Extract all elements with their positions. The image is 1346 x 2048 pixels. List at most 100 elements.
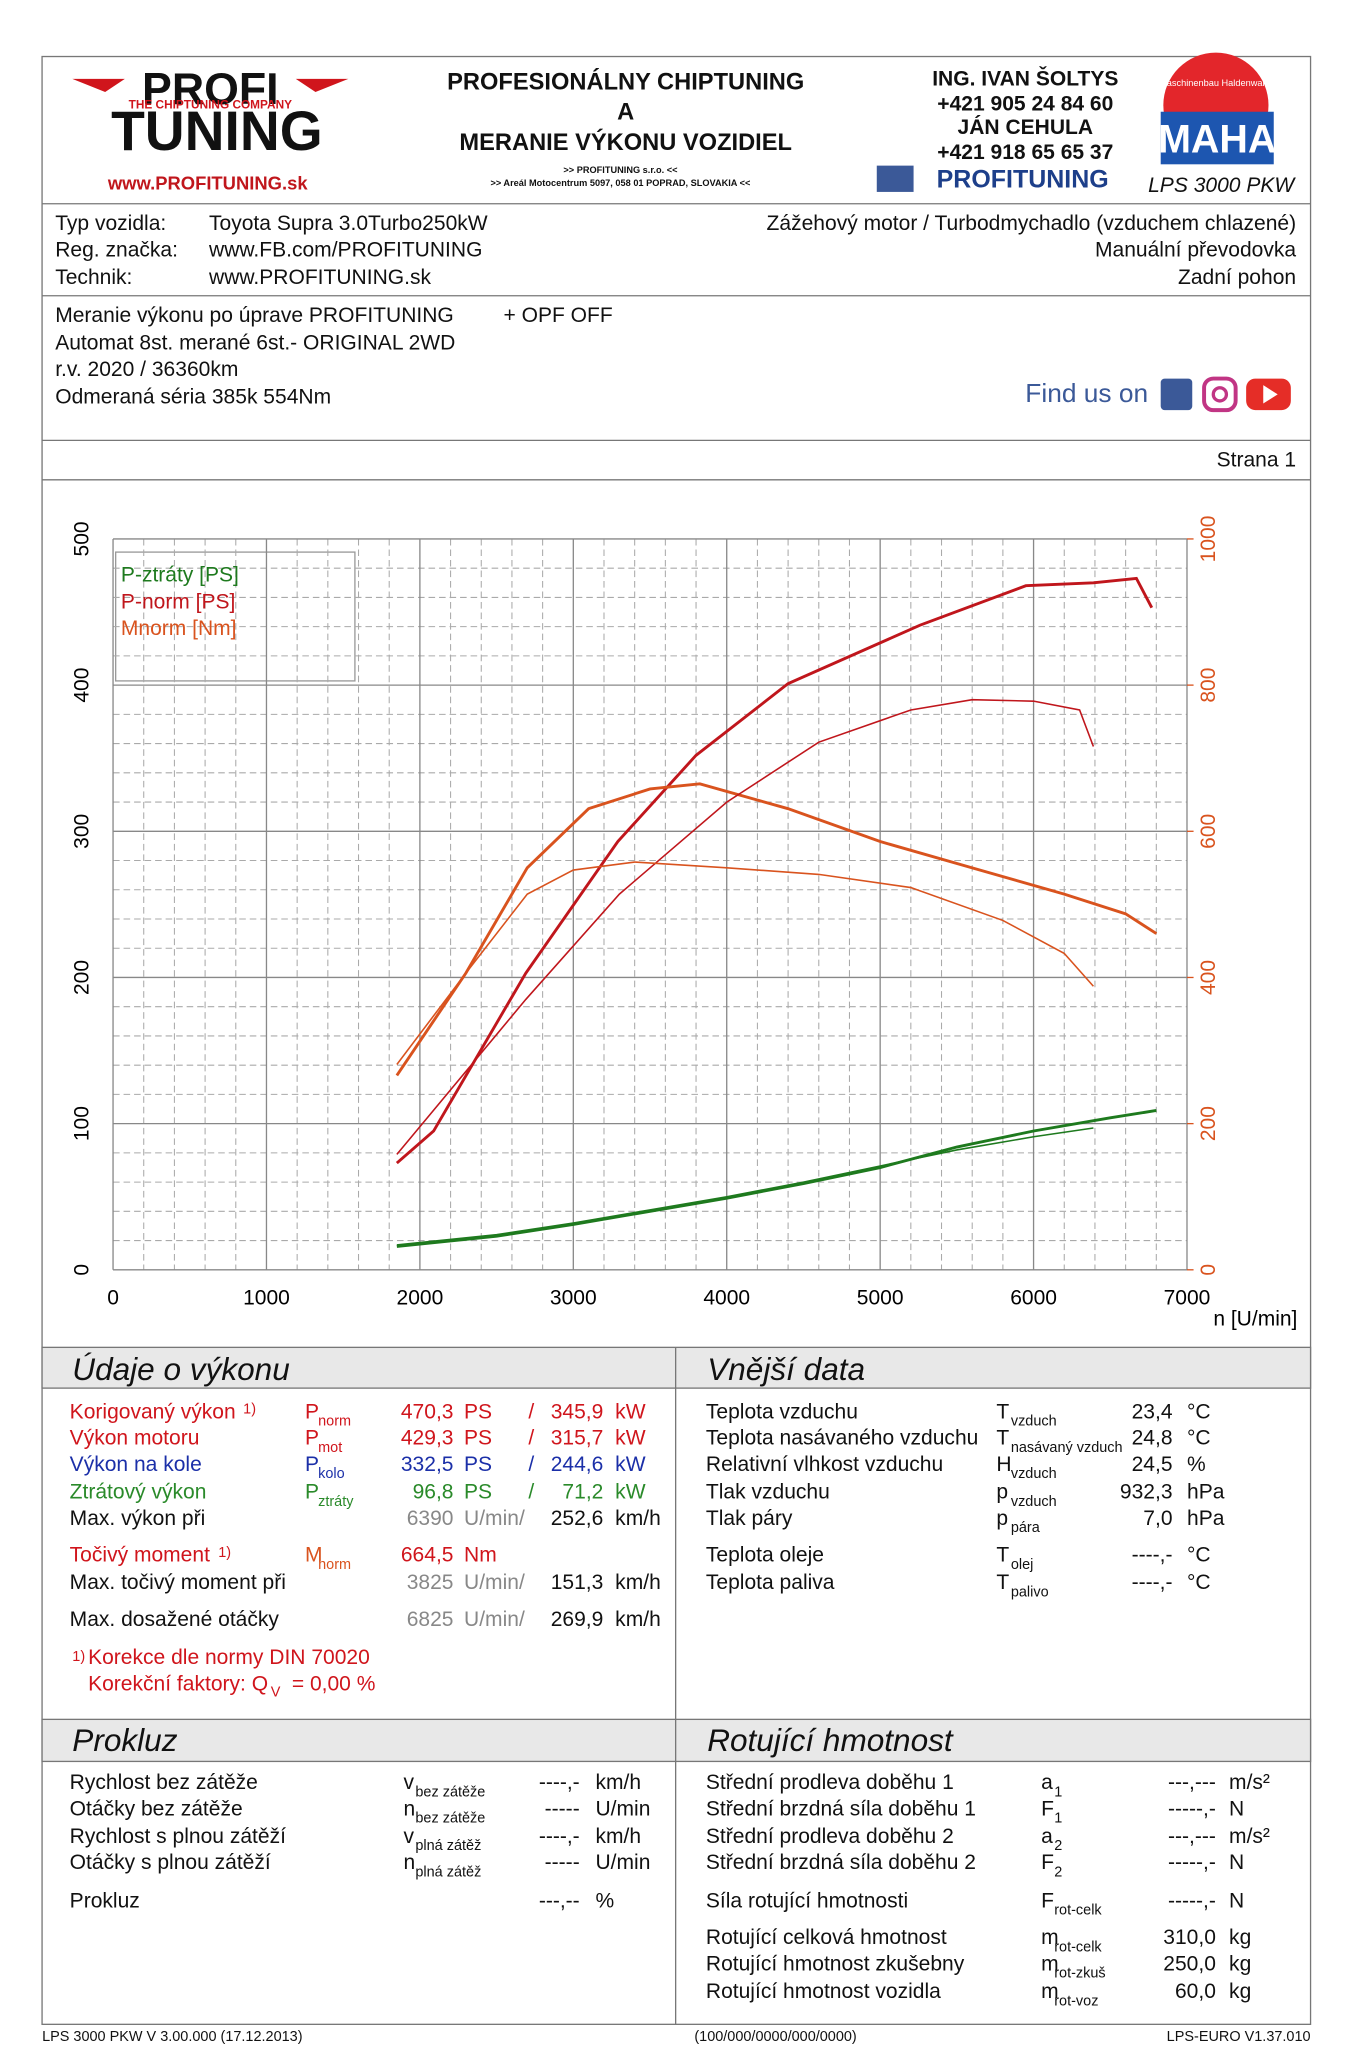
- unit: km/h: [595, 1771, 642, 1795]
- x-tick-label: 0: [107, 1286, 119, 1309]
- vehicle-value: www.FB.com/PROFITUNING: [209, 239, 483, 262]
- unit: km/h: [615, 1608, 661, 1632]
- value: 932,3: [1119, 1481, 1173, 1504]
- unit: °C: [1186, 1572, 1211, 1595]
- logo-text: TUNING: [111, 99, 323, 162]
- symbol: p: [996, 1507, 1009, 1531]
- symbol-sub: kolo: [318, 1466, 345, 1483]
- contact: +421 905 24 84 60: [937, 92, 1114, 116]
- company: >> PROFITUNING s.r.o. <<: [563, 166, 678, 176]
- header-title: A: [617, 98, 635, 125]
- value: 71,2: [562, 1481, 604, 1504]
- vehicle-spec: Manuální převodovka: [1094, 239, 1297, 262]
- series-line: [396, 1127, 1094, 1246]
- unit: U/min: [595, 1852, 651, 1875]
- vehicle-value: www.PROFITUNING.sk: [209, 266, 432, 289]
- symbol: T: [996, 1401, 1010, 1424]
- x-tick-label: 1000: [243, 1286, 290, 1309]
- y2-tick-label: 1000: [1197, 516, 1220, 563]
- series-line: [396, 861, 1094, 1065]
- maha-logo: MAHA: [1158, 118, 1277, 162]
- unit: N: [1229, 1798, 1245, 1821]
- unit: hPa: [1186, 1507, 1225, 1531]
- maha-block: [1160, 111, 1274, 165]
- y-tick-label: 200: [70, 960, 93, 995]
- symbol-sub: 1: [1054, 1810, 1063, 1827]
- row-label: Tlak vzduchu: [705, 1481, 830, 1504]
- legend-entry: P-ztráty [PS]: [121, 563, 239, 586]
- value: 24,5: [1131, 1453, 1173, 1477]
- series-line: [396, 698, 1095, 1155]
- unit: kW: [615, 1427, 646, 1450]
- series-line: [396, 1109, 1157, 1248]
- unit: hPa: [1186, 1481, 1225, 1504]
- footnote-ref: 1): [243, 1401, 257, 1418]
- x-tick-label: 7000: [1164, 1286, 1211, 1309]
- unit: PS: [464, 1401, 493, 1424]
- unit: Nm: [464, 1544, 497, 1567]
- unit: °C: [1186, 1401, 1211, 1424]
- value: 429,3: [400, 1427, 454, 1450]
- section-title: Rotující hmotnost: [707, 1723, 953, 1759]
- value: 269,9: [550, 1608, 604, 1632]
- symbol-sub: norm: [318, 1413, 352, 1430]
- symbol: n: [403, 1852, 416, 1875]
- instagram-lens: [1211, 386, 1229, 403]
- unit: PS: [464, 1427, 493, 1450]
- symbol-sub: vzduch: [1010, 1466, 1057, 1483]
- separator: /: [528, 1453, 535, 1477]
- unit: %: [1186, 1453, 1206, 1477]
- unit: m/s²: [1229, 1771, 1270, 1795]
- value: 3825: [406, 1572, 454, 1595]
- perf-label: Max. výkon při: [69, 1507, 206, 1531]
- footer-right: LPS-EURO V1.37.010: [1166, 2028, 1311, 2045]
- row-label: Rychlost bez zátěže: [69, 1771, 258, 1795]
- symbol-sub: ztráty: [318, 1493, 354, 1510]
- perf-label: Výkon na kole: [69, 1453, 202, 1477]
- value: ----,-: [1131, 1544, 1173, 1567]
- symbol: v: [403, 1825, 415, 1849]
- perf-label: Korigovaný výkon: [69, 1401, 236, 1424]
- x-tick-label: 4000: [703, 1286, 750, 1309]
- unit: °C: [1186, 1544, 1211, 1567]
- vehicle-spec: Zážehový motor / Turbodmychadlo (vzduche…: [766, 212, 1297, 236]
- symbol-sub: mot: [318, 1440, 343, 1456]
- value: ----,-: [538, 1771, 580, 1795]
- unit: U/min: [595, 1798, 651, 1821]
- value: 6825: [406, 1608, 454, 1632]
- symbol-sub: vzduch: [1010, 1493, 1057, 1510]
- logo-arrows: [72, 78, 349, 93]
- row-label: Střední brzdná síla doběhu 1: [705, 1798, 976, 1821]
- symbol-sub: bez zátěže: [415, 1784, 486, 1801]
- row-label: Rychlost s plnou zátěží: [69, 1825, 286, 1849]
- vehicle-value: Toyota Supra 3.0Turbo250kW: [209, 212, 488, 236]
- footer-left: LPS 3000 PKW V 3.00.000 (17.12.2013): [42, 2028, 303, 2045]
- row-label: Střední brzdná síla doběhu 2: [705, 1852, 976, 1875]
- unit: %: [595, 1890, 615, 1913]
- symbol: m: [1041, 1980, 1059, 2004]
- factor-value: = 0,00 %: [291, 1673, 376, 1696]
- row-label: Teplota oleje: [705, 1544, 824, 1567]
- value: 345,9: [550, 1401, 604, 1424]
- value: 664,5: [400, 1544, 454, 1567]
- x-axis-label: n [U/min]: [1213, 1307, 1297, 1330]
- vehicle-label: Technik:: [55, 266, 133, 289]
- symbol-sub: vzduch: [1010, 1413, 1057, 1430]
- symbol: P: [304, 1481, 319, 1504]
- row-label: Teplota nasávaného vzduchu: [705, 1427, 979, 1450]
- symbol-sub: norm: [318, 1557, 352, 1573]
- symbol-sub: 2: [1054, 1838, 1063, 1855]
- symbol: P: [304, 1453, 319, 1477]
- footnote: Korekce dle normy DIN 70020: [88, 1647, 370, 1670]
- row-label: Síla rotující hmotnosti: [705, 1890, 909, 1913]
- row-label: Rotující hmotnost vozidla: [705, 1980, 941, 2004]
- note-line: Odmeraná séria 385k 554Nm: [55, 386, 332, 409]
- value: 252,6: [550, 1507, 604, 1531]
- value: ---,---: [1168, 1825, 1216, 1849]
- y2-tick-label: 0: [1197, 1264, 1220, 1276]
- unit: m/s²: [1229, 1825, 1270, 1849]
- vehicle-spec: Zadní pohon: [1177, 266, 1297, 289]
- separator: /: [528, 1481, 535, 1504]
- symbol: a: [1041, 1771, 1053, 1795]
